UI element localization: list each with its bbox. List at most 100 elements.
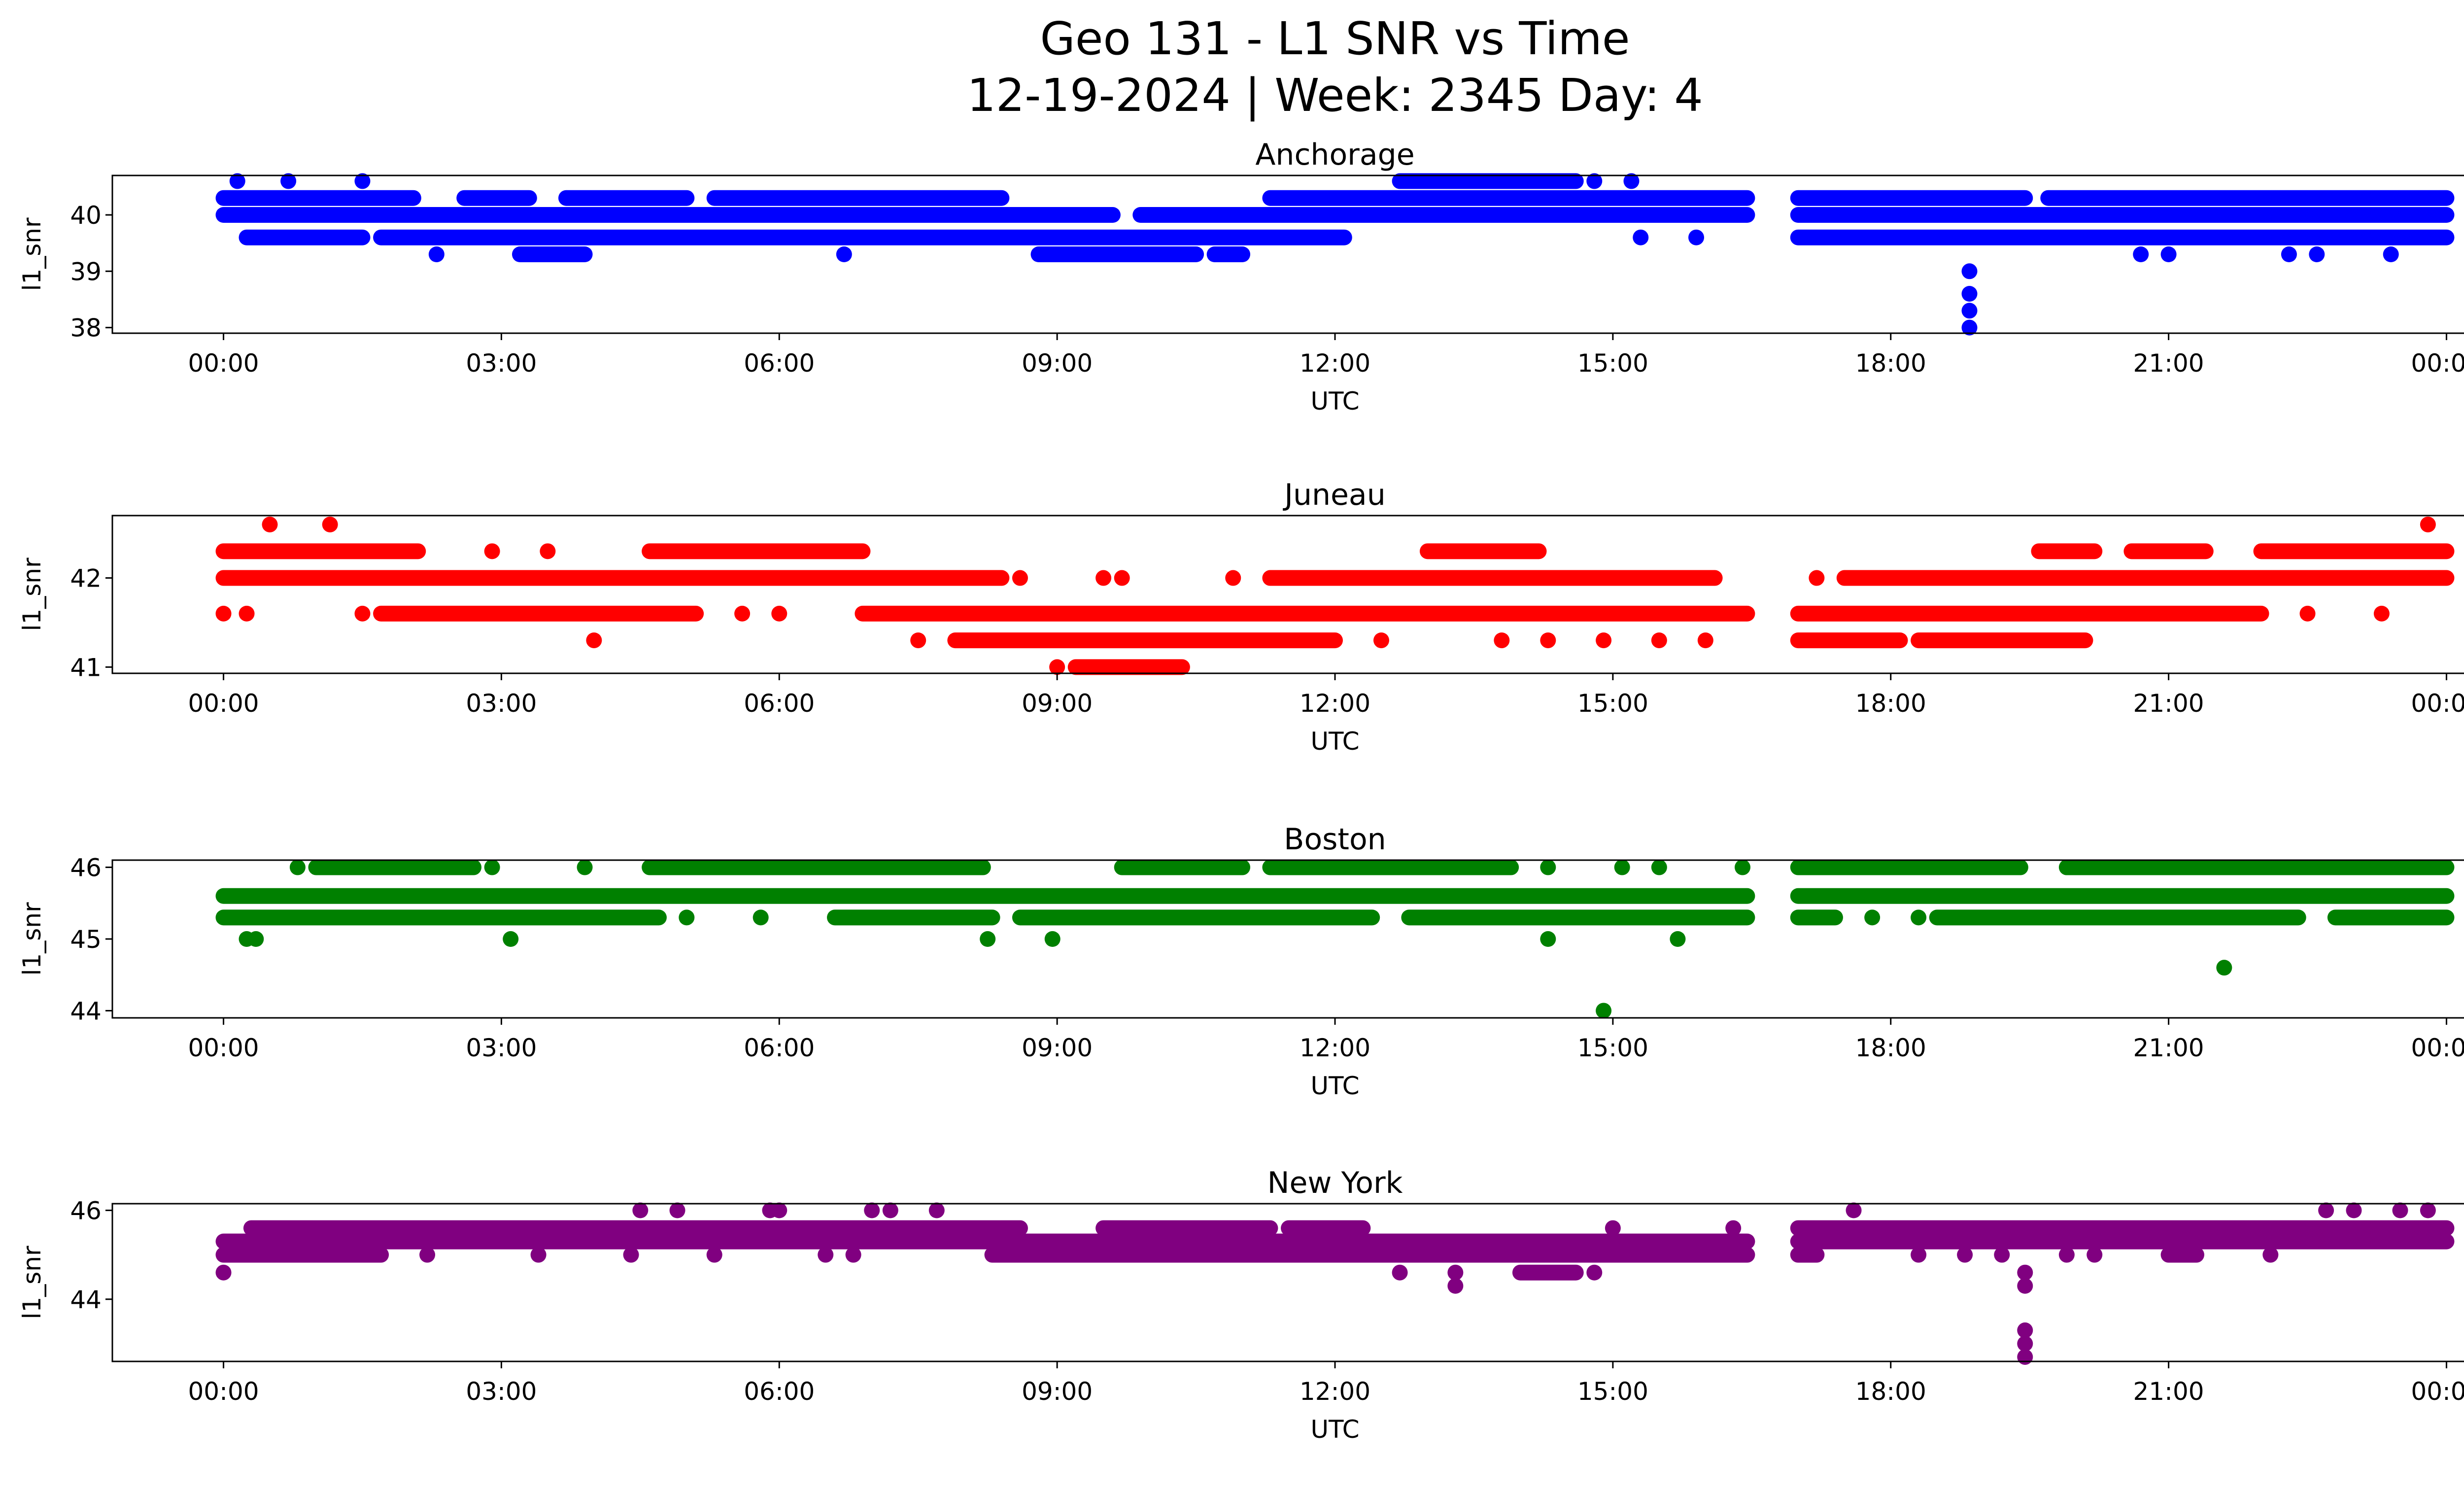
data-run — [1512, 1264, 1584, 1281]
data-point — [322, 517, 338, 533]
panel-title: Boston — [1284, 822, 1386, 857]
x-tick-label: 12:00 — [1300, 689, 1370, 718]
data-point — [586, 632, 602, 649]
data-point — [2017, 1349, 2033, 1365]
scatter-series — [215, 173, 2455, 336]
data-point — [1688, 229, 1705, 245]
data-run — [1392, 173, 1584, 189]
y-tick-label: 46 — [70, 1197, 102, 1225]
data-run — [215, 1247, 389, 1263]
data-run — [2160, 1247, 2204, 1263]
data-point — [354, 605, 371, 622]
y-axis-label: l1_snr — [18, 217, 46, 291]
data-point — [836, 246, 852, 262]
data-run — [827, 909, 1000, 926]
x-tick-label: 18:00 — [1855, 1377, 1926, 1406]
x-axis-label: UTC — [1310, 387, 1359, 416]
x-tick-label: 00:00 — [2411, 1377, 2464, 1406]
data-point — [1651, 859, 1667, 875]
data-point — [577, 859, 593, 875]
x-tick-label: 15:00 — [1577, 349, 1648, 378]
data-run — [456, 190, 537, 206]
data-point — [1225, 570, 1241, 586]
data-point — [1373, 632, 1389, 649]
data-point — [1725, 1220, 1742, 1236]
data-run — [215, 909, 667, 926]
data-run — [2327, 909, 2455, 926]
x-tick-label: 12:00 — [1300, 1377, 1370, 1406]
data-point — [1809, 570, 1825, 586]
x-tick-label: 15:00 — [1577, 1377, 1648, 1406]
data-run — [1836, 570, 2455, 586]
data-point — [910, 632, 926, 649]
data-point — [928, 1202, 945, 1218]
data-run — [642, 859, 991, 875]
data-point — [280, 173, 297, 189]
panel-anchorage: Anchorage 38 39 40 00:00 03:00 06:00 09:00 12:00… — [18, 138, 2464, 416]
panel-juneau: Juneau 41 42 00:00 03:00 06:00 09:00 12:00 15:00… — [18, 478, 2464, 756]
x-tick-label: 18:00 — [1855, 689, 1926, 718]
y-axis-label: l1_snr — [18, 557, 46, 631]
data-point — [503, 931, 519, 947]
data-point — [2058, 1247, 2075, 1263]
data-run — [1929, 909, 2306, 926]
data-run — [1132, 207, 1755, 223]
x-axis-label: UTC — [1310, 1415, 1359, 1444]
data-run — [243, 1220, 1028, 1236]
data-run — [1790, 190, 2033, 206]
x-tick-label: 12:00 — [1300, 349, 1370, 378]
data-point — [289, 859, 306, 875]
data-point — [1586, 1264, 1603, 1281]
x-tick-label: 00:00 — [188, 1034, 259, 1062]
figure-title-line2: 12-19-2024 | Week: 2345 Day: 4 — [967, 69, 1703, 122]
data-point — [980, 931, 996, 947]
data-point — [229, 173, 245, 189]
data-run — [1012, 909, 1380, 926]
data-run — [1790, 888, 2455, 904]
y-tick-label: 42 — [70, 564, 102, 593]
data-run — [1790, 1233, 2455, 1250]
data-point — [2299, 605, 2316, 622]
data-point — [1911, 909, 1927, 926]
data-point — [1114, 570, 1130, 586]
x-tick-label: 06:00 — [744, 1034, 815, 1062]
data-run — [215, 570, 1010, 586]
x-tick-label: 06:00 — [744, 349, 815, 378]
y-tick-label: 40 — [70, 201, 102, 230]
data-point — [1735, 859, 1750, 875]
x-tick-label: 15:00 — [1577, 1034, 1648, 1062]
y-tick-label: 44 — [70, 997, 102, 1025]
data-run — [1790, 207, 2455, 223]
data-point — [1012, 570, 1028, 586]
data-point — [1651, 632, 1667, 649]
data-run — [1790, 632, 1908, 649]
data-point — [262, 517, 278, 533]
data-point — [239, 605, 255, 622]
data-point — [706, 1247, 722, 1263]
data-point — [753, 909, 769, 926]
data-point — [623, 1247, 639, 1263]
x-tick-label: 09:00 — [1022, 349, 1093, 378]
data-point — [2216, 960, 2232, 976]
data-point — [540, 543, 556, 559]
x-tick-label: 09:00 — [1022, 1377, 1093, 1406]
data-point — [215, 1264, 232, 1281]
data-run — [215, 888, 1755, 904]
x-tick-label: 21:00 — [2133, 1034, 2204, 1062]
data-run — [1911, 632, 2093, 649]
y-tick-label: 39 — [70, 257, 102, 286]
data-point — [2017, 1278, 2033, 1294]
data-run — [1114, 859, 1251, 875]
y-tick-label: 44 — [70, 1286, 102, 1314]
data-point — [632, 1202, 649, 1218]
data-run — [215, 1233, 1755, 1250]
data-point — [771, 1202, 787, 1218]
data-point — [1623, 173, 1640, 189]
data-run — [239, 229, 371, 245]
x-tick-label: 21:00 — [2133, 1377, 2204, 1406]
data-point — [1957, 1247, 1973, 1263]
data-point — [1447, 1264, 1464, 1281]
data-point — [484, 859, 500, 875]
data-run — [1262, 859, 1519, 875]
data-run — [1067, 659, 1190, 675]
